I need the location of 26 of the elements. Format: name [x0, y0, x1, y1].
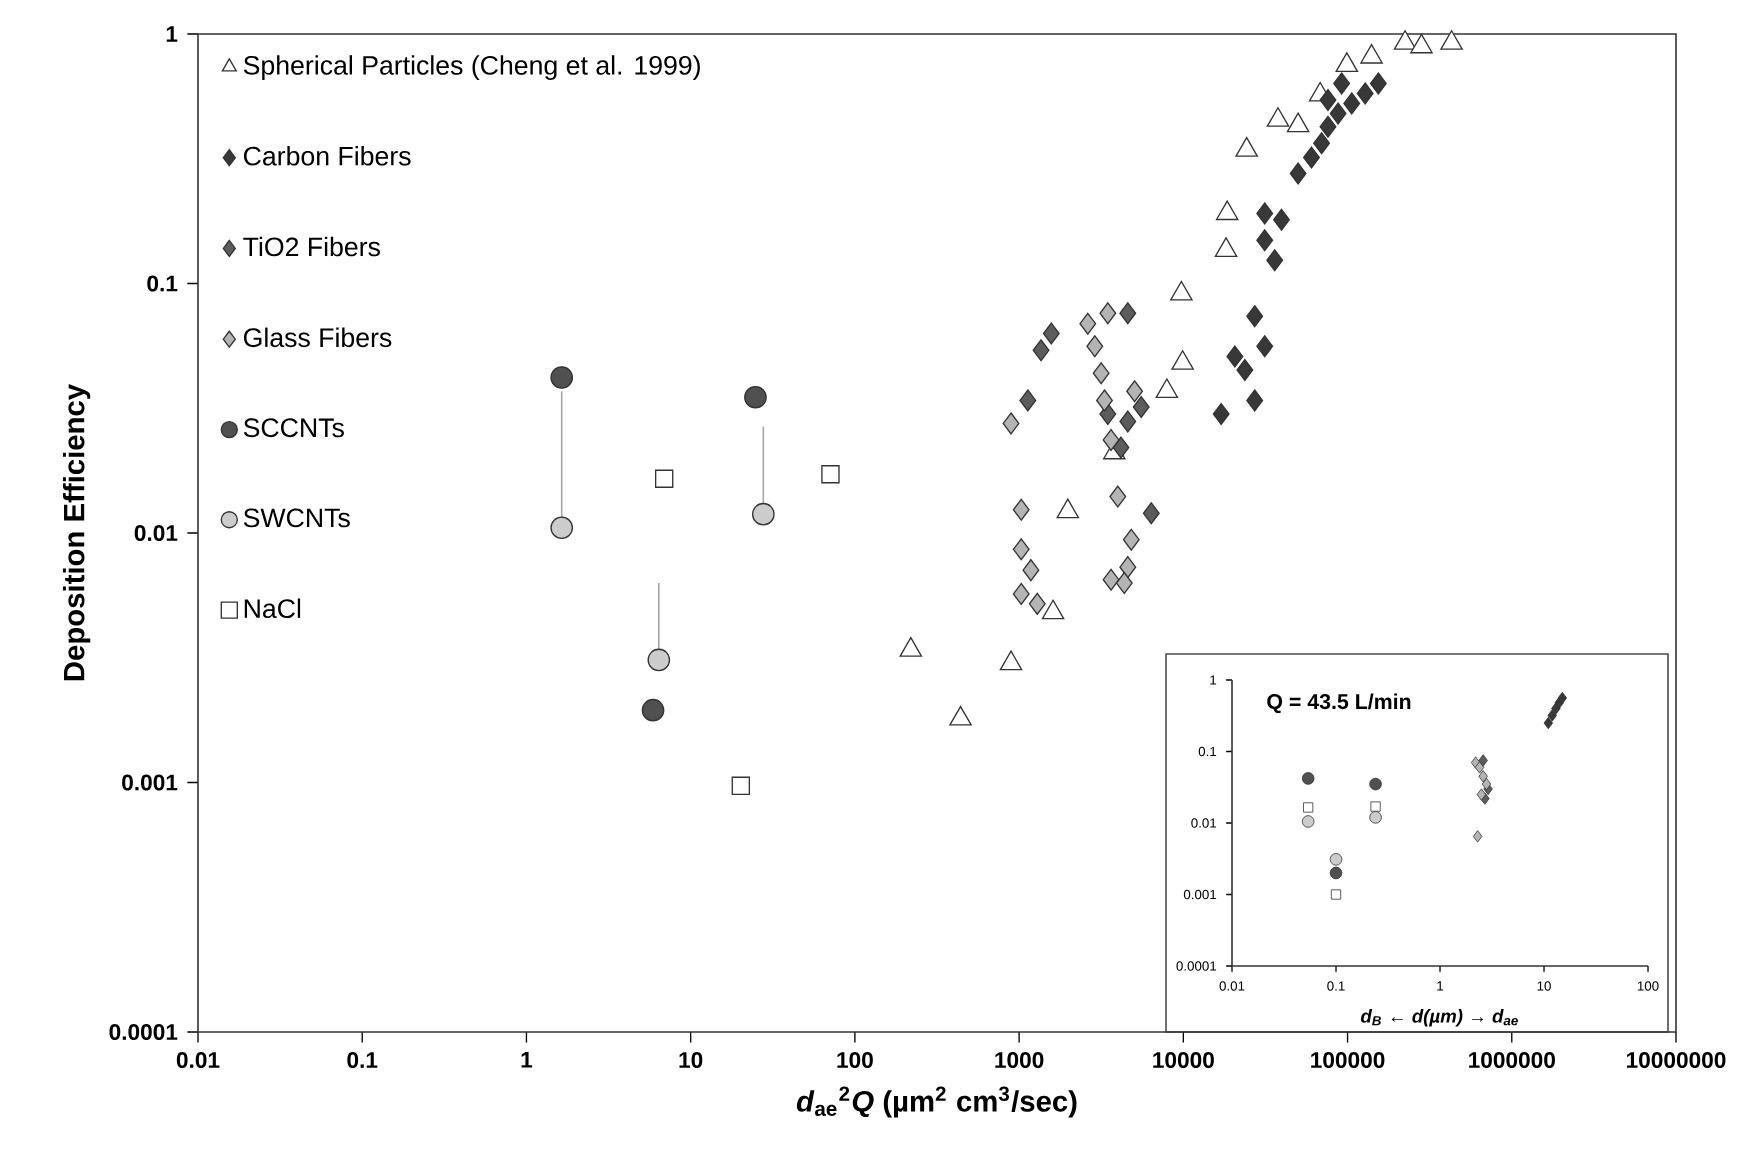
x-tick-label: 10	[679, 1052, 703, 1069]
y-tick-label: 1	[166, 26, 178, 42]
x-tick-label: 1000	[995, 1052, 1044, 1069]
legend-label: Spherical Particles (Cheng et al. 1999)	[243, 55, 700, 81]
x-tick-label: 0.1	[347, 1052, 378, 1069]
legend-label: Carbon Fibers	[243, 145, 411, 166]
text: Q = 43.5 L/min	[1267, 693, 1411, 714]
legend-label: SWCNTs	[243, 508, 350, 528]
text: d$_{ae}$$^{2}$Q (µm$^{2}$ cm$^{3}$/sec)	[796, 1086, 1077, 1118]
legend-label: Glass Fibers	[243, 327, 392, 348]
y-tick-label: 0.0001	[109, 1024, 178, 1041]
x-tick-label: 1000000	[1469, 1052, 1555, 1069]
x-tick-label: 10000	[1153, 1052, 1214, 1069]
y-tick-label: 0.1	[147, 275, 178, 292]
x-axis-title: d$_{B}$ ← d(µm) → d$_{ae}$	[1360, 1009, 1518, 1027]
x-tick-label: 10000000	[1627, 1052, 1726, 1069]
legend-label: NaCl	[244, 598, 301, 619]
x-tick-label: 100000	[1311, 1052, 1385, 1069]
legend-label: SCCNTs	[243, 418, 344, 438]
x-tick-label: 0.01	[176, 1052, 220, 1069]
y-axis-title: Deposition Efficiency	[62, 384, 91, 681]
x-tick-label: 100	[837, 1052, 873, 1069]
x-tick-label: 1	[521, 1052, 533, 1068]
legend-label: TiO2 Fibers	[243, 236, 380, 257]
y-tick-label: 0.001	[122, 774, 178, 791]
y-tick-label: 0.01	[134, 525, 178, 542]
